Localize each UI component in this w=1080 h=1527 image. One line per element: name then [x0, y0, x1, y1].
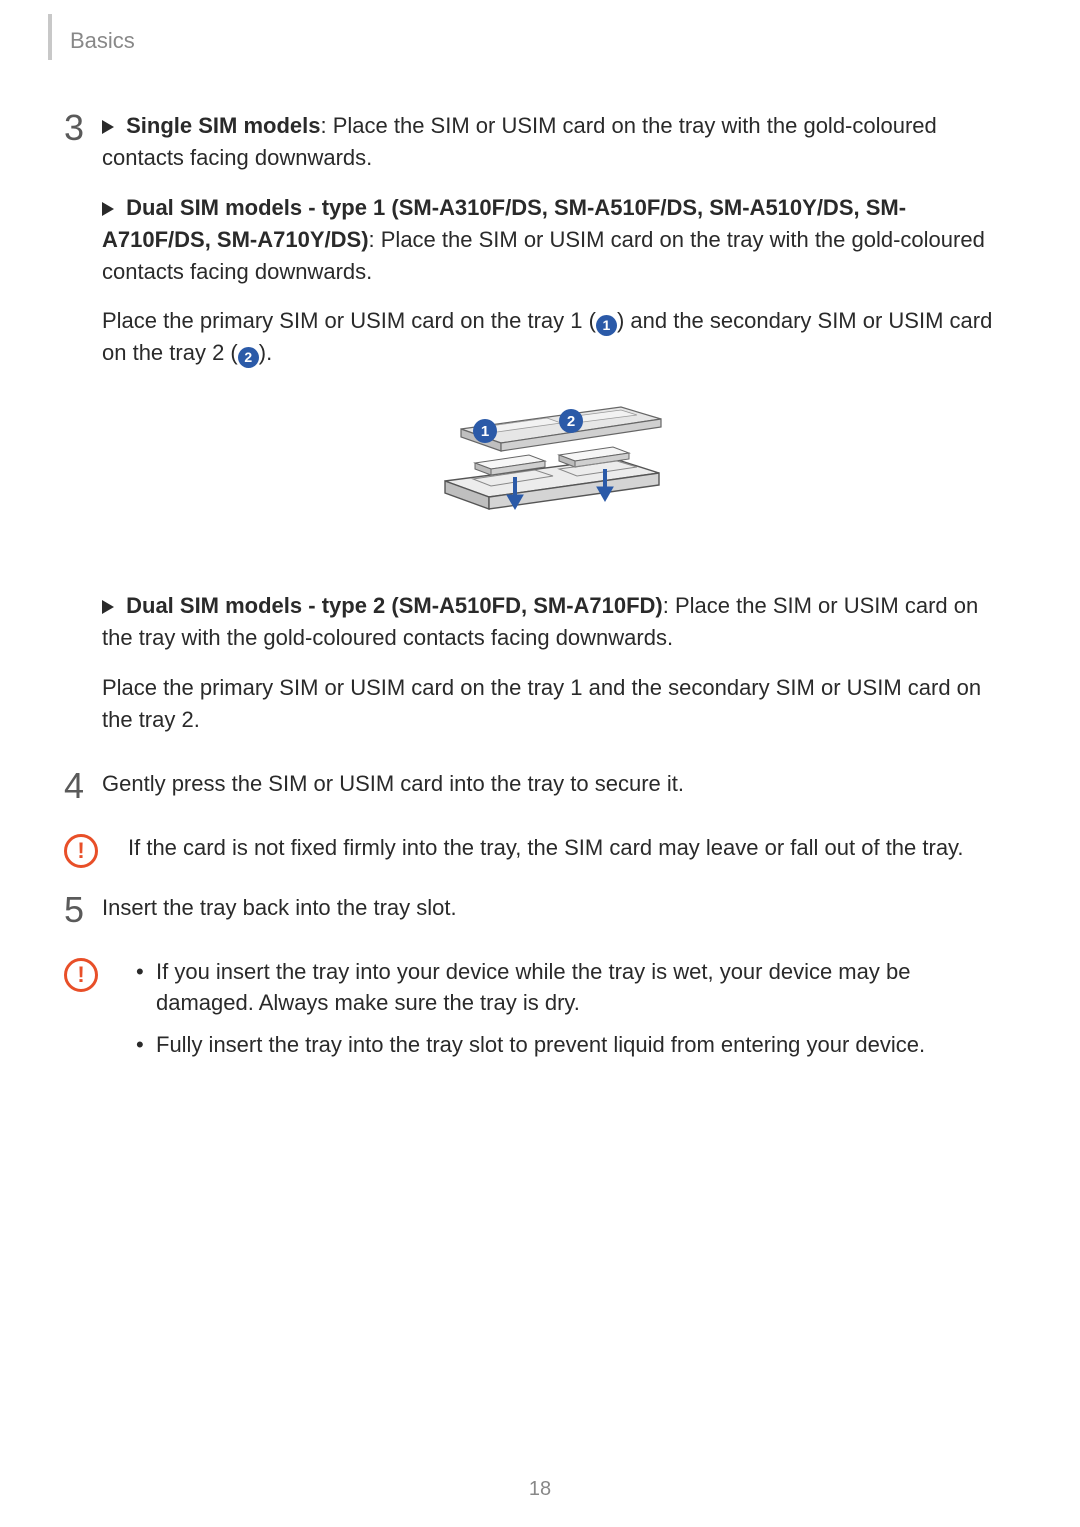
text: ).: [259, 340, 272, 365]
text: Place the primary SIM or USIM card on th…: [102, 308, 596, 333]
header-divider: [48, 14, 52, 60]
step3-p2: Dual SIM models - type 1 (SM-A310F/DS, S…: [102, 192, 1010, 288]
step-4: 4 Gently press the SIM or USIM card into…: [64, 768, 1010, 818]
step-number: 3: [64, 110, 102, 754]
warning-text: If the card is not fixed firmly into the…: [120, 832, 1010, 868]
triangle-icon: [102, 202, 114, 216]
bold-label: Dual SIM models - type 2 (SM-A510FD, SM-…: [120, 593, 663, 618]
step-number: 4: [64, 768, 102, 818]
svg-text:1: 1: [481, 423, 489, 440]
step-body: Gently press the SIM or USIM card into t…: [102, 768, 1010, 818]
triangle-icon: [102, 600, 114, 614]
step3-p1: Single SIM models: Place the SIM or USIM…: [102, 110, 1010, 174]
warning-1: ! If the card is not fixed firmly into t…: [64, 832, 1010, 868]
step-3: 3 Single SIM models: Place the SIM or US…: [64, 110, 1010, 754]
step-number: 5: [64, 892, 102, 942]
step3-p4: Dual SIM models - type 2 (SM-A510FD, SM-…: [102, 590, 1010, 654]
step-body: Single SIM models: Place the SIM or USIM…: [102, 110, 1010, 754]
svg-text:2: 2: [567, 413, 575, 430]
tray-illustration: 1 2: [102, 399, 1010, 554]
step5-text: Insert the tray back into the tray slot.: [102, 892, 1010, 924]
step3-p5: Place the primary SIM or USIM card on th…: [102, 672, 1010, 736]
step3-p3: Place the primary SIM or USIM card on th…: [102, 305, 1010, 369]
triangle-icon: [102, 120, 114, 134]
content-area: 3 Single SIM models: Place the SIM or US…: [64, 110, 1010, 1095]
step-body: Insert the tray back into the tray slot.: [102, 892, 1010, 942]
sim-tray-svg: 1 2: [431, 399, 681, 554]
step-5: 5 Insert the tray back into the tray slo…: [64, 892, 1010, 942]
warning-item: Fully insert the tray into the tray slot…: [128, 1029, 1010, 1061]
warning-2: ! If you insert the tray into your devic…: [64, 956, 1010, 1072]
tray-badge-2: 2: [238, 347, 259, 368]
warning-icon-col: !: [64, 956, 120, 1072]
warning-icon-col: !: [64, 832, 120, 868]
header-title: Basics: [70, 28, 135, 60]
page-number: 18: [0, 1478, 1080, 1501]
page-header: Basics: [48, 10, 135, 60]
caution-icon: !: [64, 958, 98, 992]
warning-list: If you insert the tray into your device …: [120, 956, 1010, 1072]
bold-label: Single SIM models: [120, 113, 320, 138]
warning-item: If you insert the tray into your device …: [128, 956, 1010, 1020]
tray-badge-1: 1: [596, 315, 617, 336]
caution-icon: !: [64, 834, 98, 868]
step4-text: Gently press the SIM or USIM card into t…: [102, 768, 1010, 800]
